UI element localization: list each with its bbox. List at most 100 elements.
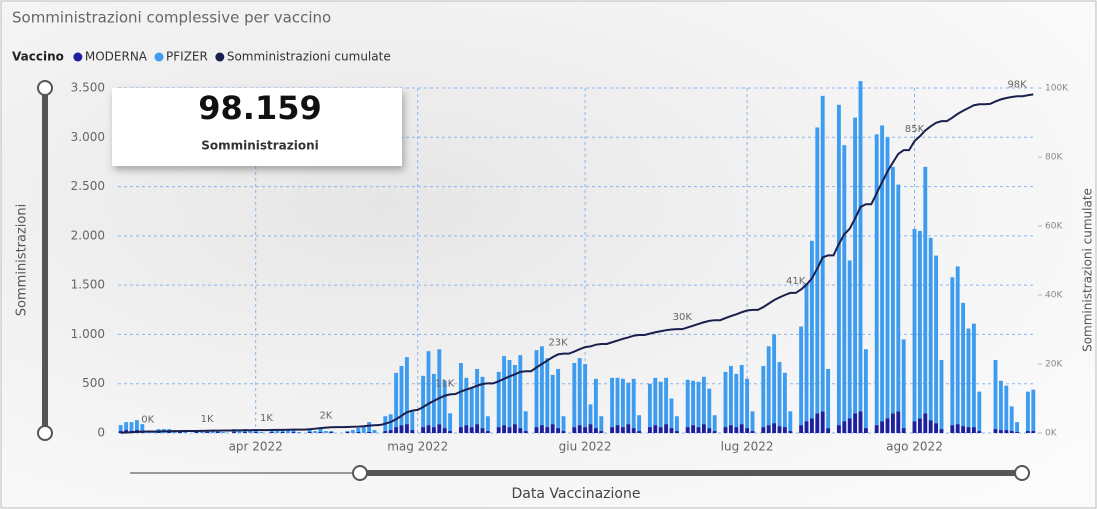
bar	[950, 425, 955, 433]
bar	[788, 431, 793, 433]
bar	[496, 427, 501, 433]
legend-marker	[154, 52, 164, 62]
bar	[772, 423, 777, 433]
bar	[901, 428, 906, 433]
bar	[437, 424, 442, 433]
bar	[167, 432, 172, 433]
bar	[550, 374, 555, 425]
bar	[1009, 406, 1014, 432]
bar	[421, 427, 426, 433]
bar	[885, 418, 890, 433]
bar	[761, 365, 766, 428]
bar	[912, 228, 917, 422]
bar	[583, 427, 588, 433]
data-label: 2K	[319, 411, 332, 422]
bar	[674, 416, 679, 432]
bar	[799, 326, 804, 426]
bar	[885, 137, 890, 419]
bar	[442, 380, 447, 429]
bar	[496, 371, 501, 428]
bar	[620, 427, 625, 433]
data-label: 30K	[673, 312, 693, 323]
bar	[917, 418, 922, 433]
bar	[426, 425, 431, 433]
bar	[674, 431, 679, 433]
bar	[394, 427, 399, 433]
bar	[637, 415, 642, 432]
bar	[307, 429, 312, 433]
bar	[345, 431, 350, 433]
bar	[556, 368, 561, 429]
x-slider-handle[interactable]	[1014, 465, 1030, 481]
legend-label: PFIZER	[166, 50, 208, 64]
x-slider-handle[interactable]	[352, 465, 368, 481]
bar	[329, 432, 334, 433]
bar	[545, 427, 550, 433]
bar	[739, 424, 744, 433]
bar	[766, 425, 771, 433]
line	[120, 93, 1034, 434]
bar	[469, 427, 474, 433]
bar	[129, 422, 134, 432]
bar	[685, 427, 690, 433]
bar	[178, 432, 183, 433]
y-tick-label: 2.000	[71, 228, 105, 242]
bar	[431, 427, 436, 433]
y-axis-title: Somministrazioni	[15, 204, 30, 316]
bar	[631, 378, 636, 429]
bar	[880, 125, 885, 422]
bar	[772, 334, 777, 424]
y-slider-handle[interactable]	[37, 80, 53, 96]
y2-tick-label: 100K	[1045, 84, 1069, 94]
bar	[550, 424, 555, 433]
bar	[323, 431, 328, 433]
y-slider-handle[interactable]	[37, 425, 53, 441]
x-tick-label: lug 2022	[721, 440, 774, 454]
bar	[696, 427, 701, 433]
bar	[723, 371, 728, 428]
bar	[307, 432, 312, 433]
bar	[928, 237, 933, 421]
bar	[728, 365, 733, 426]
bar	[836, 104, 841, 426]
bar	[572, 427, 577, 433]
bar	[620, 378, 625, 428]
bar	[269, 430, 274, 433]
bar	[977, 431, 982, 433]
bar	[475, 368, 480, 425]
y-tick-label: 1.500	[71, 278, 105, 292]
bar	[847, 260, 852, 419]
bar	[464, 377, 469, 426]
bar	[966, 427, 971, 433]
bar	[583, 364, 588, 428]
plot-area: 0 500 1.000 1.500 2.000 2.500 3.000 3.500 0K 20K 4…	[71, 79, 1070, 453]
bar	[669, 428, 674, 433]
bar	[615, 425, 620, 433]
data-label: 41K	[786, 276, 806, 287]
bar	[788, 411, 793, 432]
bar	[712, 431, 717, 433]
bar	[658, 427, 663, 433]
data-label: 23K	[548, 337, 568, 348]
bar	[820, 95, 825, 412]
bar	[901, 339, 906, 429]
bar	[890, 166, 895, 414]
bar	[572, 363, 577, 428]
bar	[291, 432, 296, 433]
bar	[934, 423, 939, 433]
bar	[750, 431, 755, 433]
bar	[221, 432, 226, 433]
bar	[950, 277, 955, 426]
bar	[971, 323, 976, 428]
x-tick-label: apr 2022	[229, 440, 283, 454]
card-caption: Somministrazioni	[201, 139, 319, 153]
bar	[701, 376, 706, 425]
bar	[653, 377, 658, 426]
bar	[799, 425, 804, 433]
bar	[480, 428, 485, 433]
bar	[286, 430, 291, 433]
bar	[372, 430, 377, 433]
bar	[880, 421, 885, 433]
bar	[961, 426, 966, 433]
bar	[194, 432, 199, 433]
